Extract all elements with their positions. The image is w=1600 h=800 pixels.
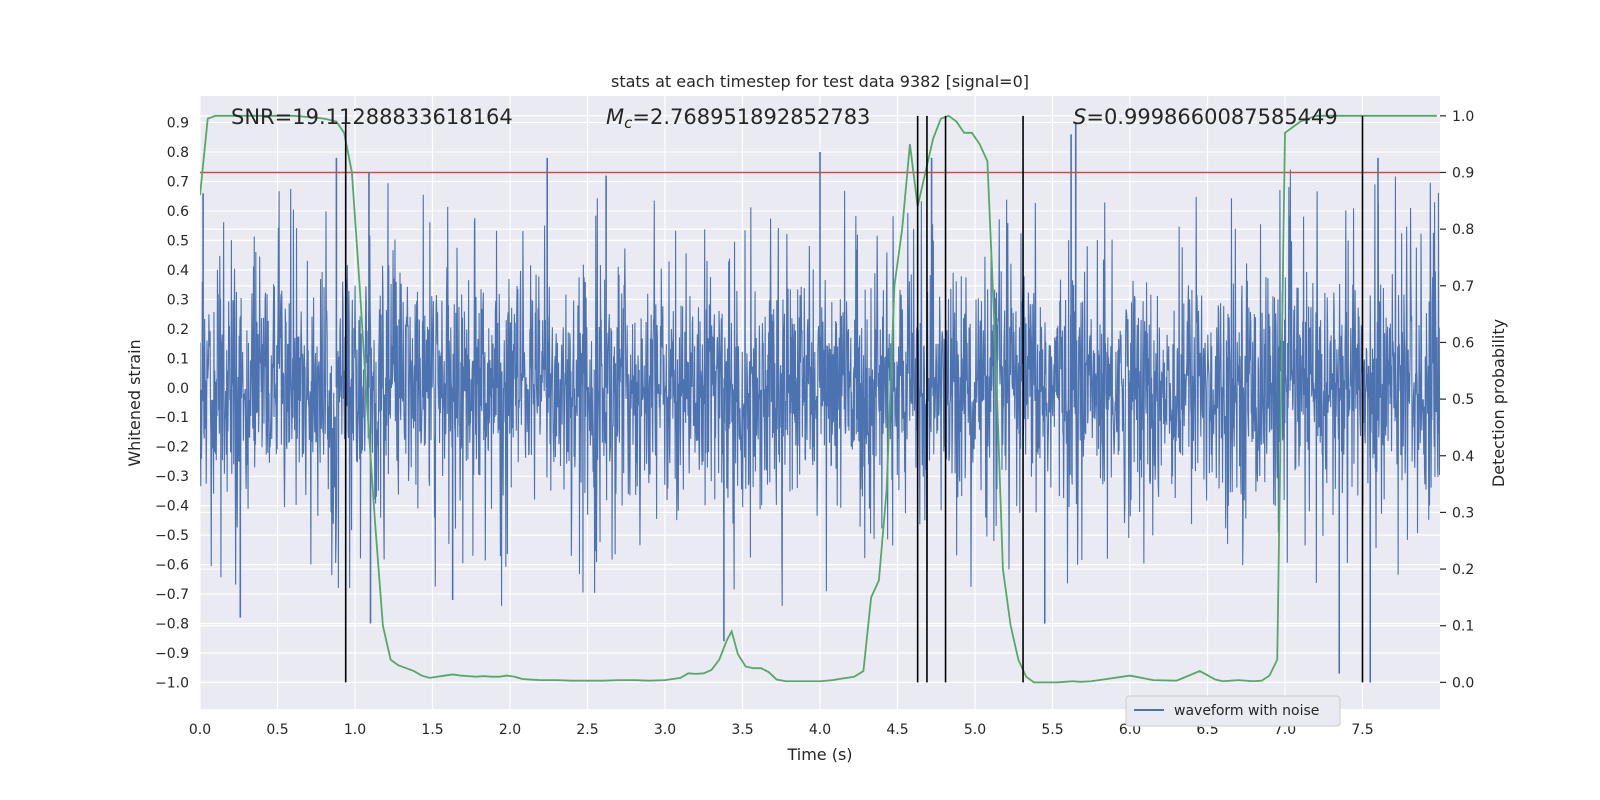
chirp-mass-symbol: M xyxy=(606,105,624,129)
left-y-tick-label: −0.2 xyxy=(155,440,189,456)
right-y-tick-label: 0.3 xyxy=(1452,505,1474,521)
left-y-tick-label: 0.4 xyxy=(167,263,189,279)
right-y-tick-label: 0.1 xyxy=(1452,619,1474,635)
right-y-tick-label: 0.8 xyxy=(1452,222,1474,238)
left-y-tick-label: −0.8 xyxy=(155,617,189,633)
left-y-tick-label: 0.6 xyxy=(167,204,189,220)
chirp-mass-subscript: c xyxy=(624,114,633,132)
right-y-tick-label: 0.2 xyxy=(1452,562,1474,578)
right-y-tick-label: 0.4 xyxy=(1452,449,1474,465)
left-y-tick-label: 0.8 xyxy=(167,145,189,161)
x-tick-label: 7.5 xyxy=(1351,722,1373,738)
left-y-tick-label: −0.7 xyxy=(155,587,189,603)
left-y-axis-label: Whitened strain xyxy=(125,339,144,466)
chirp-mass-value: =2.768951892852783 xyxy=(632,105,870,129)
x-tick-label: 3.5 xyxy=(731,722,753,738)
left-y-tick-label: 0.0 xyxy=(167,381,189,397)
x-tick-label: 5.5 xyxy=(1041,722,1063,738)
right-y-axis-label: Detection probability xyxy=(1489,319,1508,487)
right-y-tick-label: 0.7 xyxy=(1452,279,1474,295)
probability-series xyxy=(200,114,1437,684)
x-tick-label: 4.5 xyxy=(886,722,908,738)
right-y-tick-label: 0.6 xyxy=(1452,335,1474,351)
score-value: =0.9998660087585449 xyxy=(1086,105,1337,129)
probability-line xyxy=(200,114,1437,684)
legend: waveform with noise xyxy=(1125,695,1341,727)
left-y-tick-label: 0.5 xyxy=(167,233,189,249)
legend-label: waveform with noise xyxy=(1174,703,1319,719)
right-y-tick-label: 0.0 xyxy=(1452,675,1474,691)
waveform-series xyxy=(200,122,1440,683)
snr-annotation: SNR=19.11288833618164 xyxy=(231,105,513,129)
left-y-tick-label: −0.3 xyxy=(155,469,189,485)
left-y-tick-label: 0.7 xyxy=(167,174,189,190)
left-y-tick-label: −0.5 xyxy=(155,528,189,544)
left-y-tick-label: 0.2 xyxy=(167,322,189,338)
score-symbol: S xyxy=(1073,105,1086,129)
x-tick-label: 5.0 xyxy=(964,722,986,738)
right-y-tick-label: 0.9 xyxy=(1452,165,1474,181)
x-axis-label: Time (s) xyxy=(786,745,852,764)
left-y-tick-label: 0.3 xyxy=(167,292,189,308)
event-lines xyxy=(344,115,1364,683)
x-tick-label: 0.5 xyxy=(266,722,288,738)
left-y-tick-label: 0.9 xyxy=(167,116,189,132)
score-annotation: S=0.9998660087585449 xyxy=(1073,105,1338,129)
left-y-tick-label: −0.6 xyxy=(155,558,189,574)
x-tick-label: 3.0 xyxy=(654,722,676,738)
left-y-tick-label: −0.9 xyxy=(155,646,189,662)
x-tick-label: 0.0 xyxy=(189,722,211,738)
right-y-axis: 1.0 0.9 0.8 0.7 0.6 0.5 0.4 0.3 0.2 0.1 0.0 xyxy=(1440,109,1474,691)
x-tick-label: 2.5 xyxy=(576,722,598,738)
legend-box xyxy=(1125,695,1341,727)
left-y-axis: 0.9 0.8 0.7 0.6 0.5 0.4 0.3 0.2 0.1 0.0 −0.1 −0.2 −0… xyxy=(155,116,189,692)
x-tick-label: 2.0 xyxy=(499,722,521,738)
x-tick-label: 1.0 xyxy=(344,722,366,738)
chart-title: stats at each timestep for test data 938… xyxy=(611,72,1029,91)
left-y-tick-label: −0.1 xyxy=(155,410,189,426)
left-y-tick-label: −1.0 xyxy=(155,675,189,691)
chirp-mass-annotation: Mc=2.768951892852783 xyxy=(606,105,870,132)
x-tick-label: 1.5 xyxy=(421,722,443,738)
x-tick-label: 4.0 xyxy=(809,722,831,738)
left-y-tick-label: 0.1 xyxy=(167,351,189,367)
right-y-tick-label: 0.5 xyxy=(1452,392,1474,408)
left-y-tick-label: −0.4 xyxy=(155,499,189,515)
right-y-tick-label: 1.0 xyxy=(1452,109,1474,125)
